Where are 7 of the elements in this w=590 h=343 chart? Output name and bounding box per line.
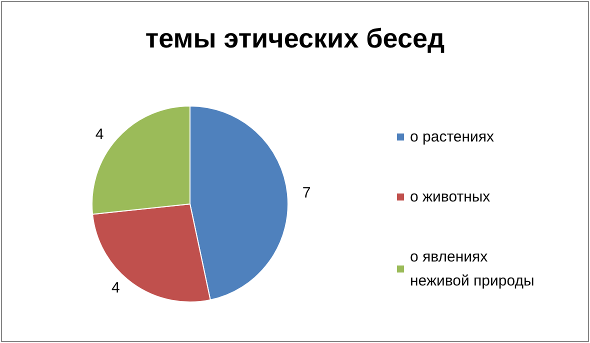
chart-title: темы этических бесед <box>145 24 445 54</box>
data-label: 4 <box>95 126 104 143</box>
legend-label: о животных <box>410 188 491 206</box>
legend-label: о растениях <box>410 128 495 146</box>
data-label: 4 <box>112 280 120 297</box>
data-label: 7 <box>302 184 311 202</box>
legend-label: о явлениях неживой природы <box>410 248 534 290</box>
